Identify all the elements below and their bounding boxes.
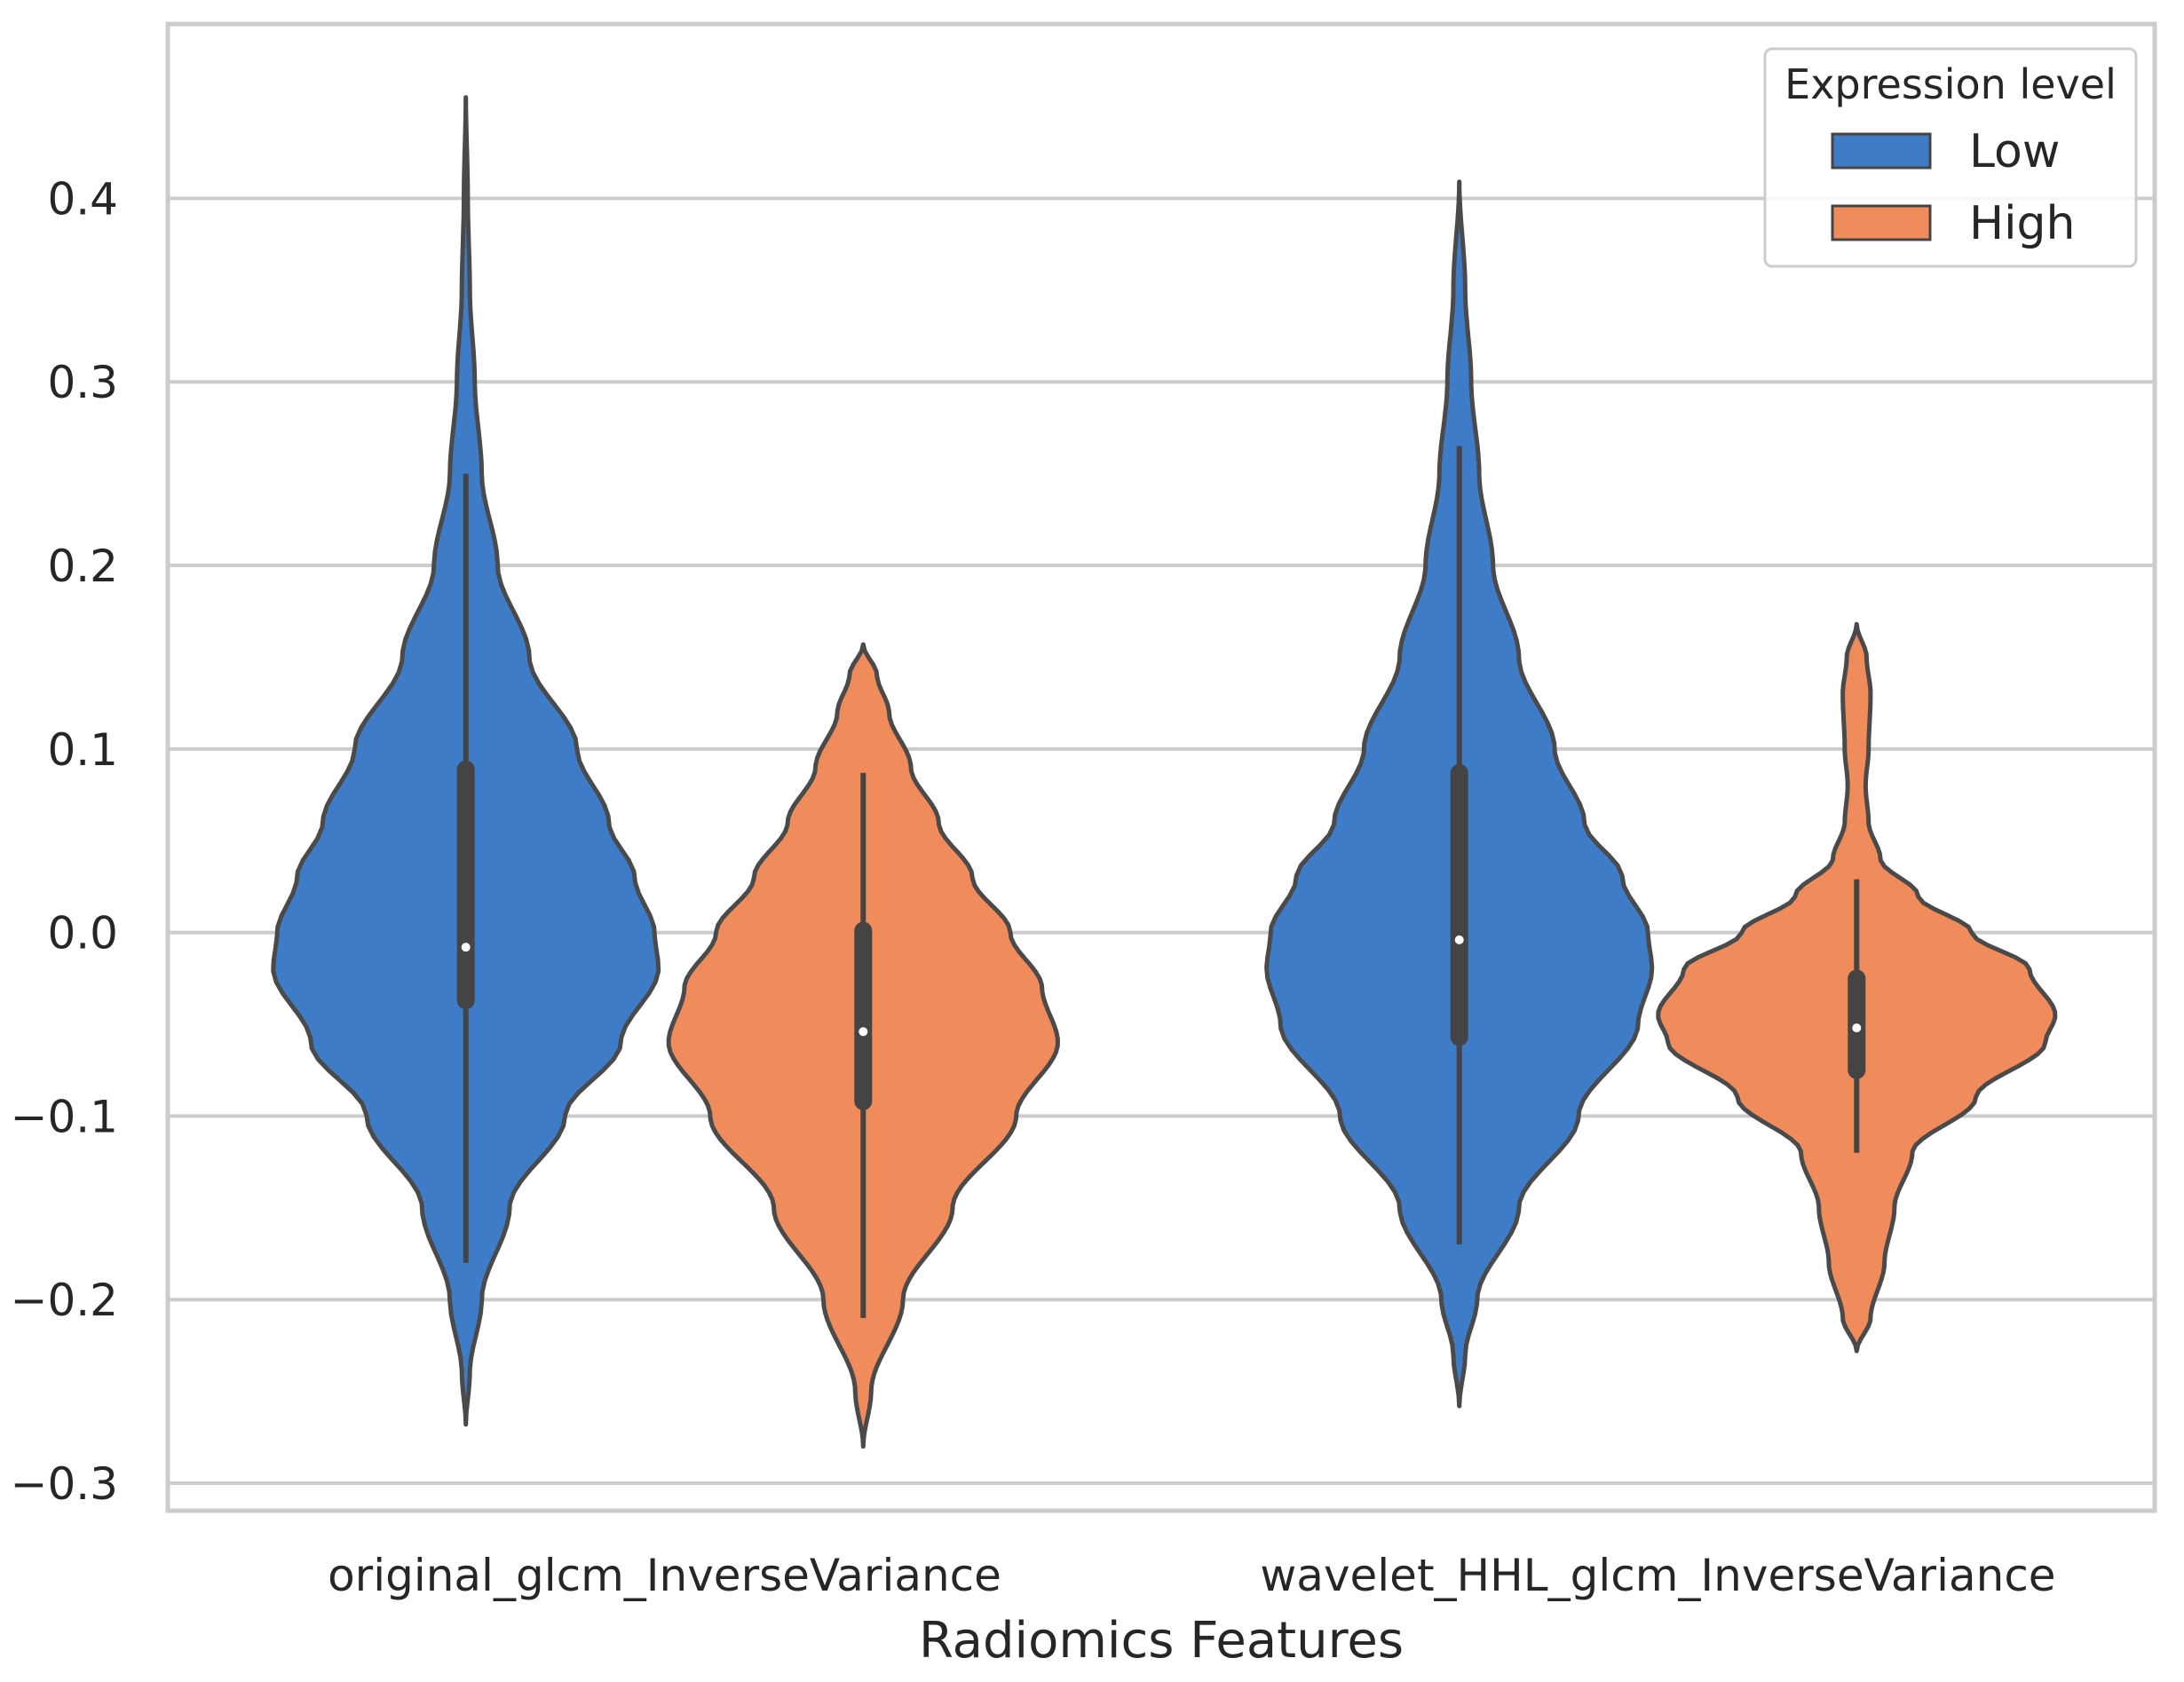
x-tick-label: wavelet_HHL_glcm_InverseVariance bbox=[1260, 1550, 2055, 1601]
legend-title: Expression level bbox=[1784, 60, 2117, 108]
y-tick-label: 0.4 bbox=[47, 173, 118, 225]
violin-median bbox=[1454, 935, 1464, 944]
violin-median bbox=[1852, 1023, 1862, 1033]
legend-label-high: High bbox=[1969, 197, 2076, 250]
legend-swatch-high bbox=[1831, 204, 1932, 241]
x-axis-title: Radiomics Features bbox=[919, 1612, 1404, 1670]
y-tick-label: 0.2 bbox=[47, 541, 118, 592]
violins bbox=[271, 95, 2058, 1449]
y-tick-label: −0.2 bbox=[11, 1275, 118, 1326]
violin-median bbox=[461, 943, 471, 952]
y-tick-label: 0.0 bbox=[47, 908, 118, 959]
y-tick-label: 0.1 bbox=[47, 724, 118, 776]
y-tick-label: −0.3 bbox=[11, 1458, 118, 1510]
y-tick-label: 0.3 bbox=[47, 357, 118, 408]
legend-label-low: Low bbox=[1969, 125, 2060, 178]
legend: Expression level Low High bbox=[1763, 47, 2138, 268]
legend-swatch-low bbox=[1831, 132, 1932, 170]
violin-median bbox=[859, 1027, 868, 1037]
x-tick-label: original_glcm_InverseVariance bbox=[328, 1550, 1001, 1601]
y-tick-label: −0.1 bbox=[11, 1091, 118, 1142]
y-axis-ticks: −0.3 −0.2 −0.1 0.0 0.1 0.2 0.3 0.4 bbox=[11, 173, 118, 1510]
plot-frame bbox=[165, 21, 2157, 1513]
x-axis-ticks: original_glcm_InverseVariance wavelet_HHL… bbox=[328, 1550, 2056, 1601]
